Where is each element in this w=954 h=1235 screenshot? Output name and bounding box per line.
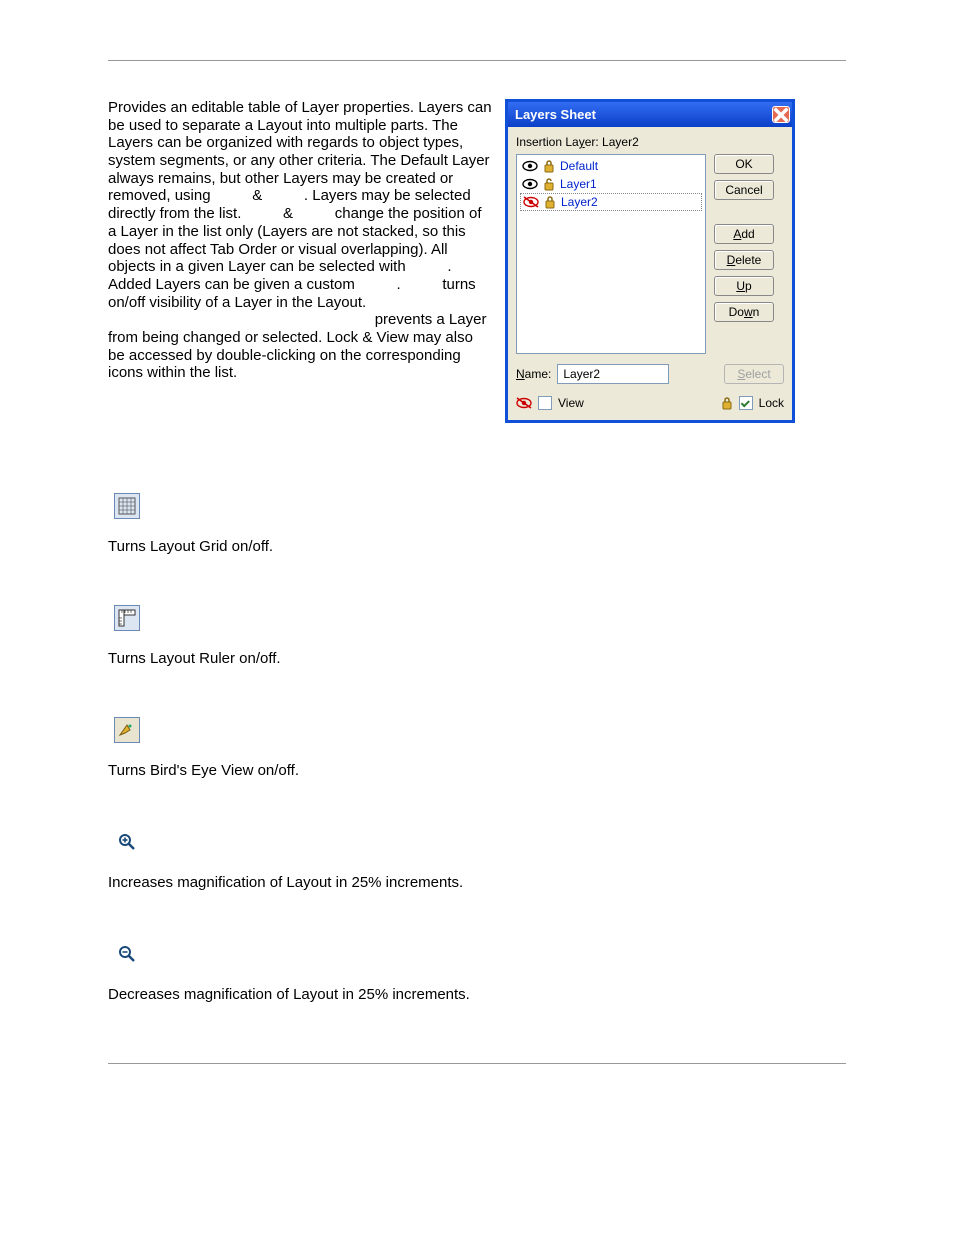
feature-zoomout: Decreases magnification of Layout in 25%… [108, 941, 846, 1003]
lock-label: Lock [759, 396, 784, 410]
view-rest: iew [566, 396, 584, 410]
layer-row[interactable]: Layer2 [520, 193, 702, 211]
birdseye-icon[interactable] [114, 717, 140, 743]
layer-name: Layer1 [560, 177, 597, 191]
grid-icon[interactable] [114, 493, 140, 519]
name-u: N [516, 367, 525, 381]
top-rule [108, 60, 846, 61]
name-label: Name: [516, 367, 551, 381]
intro-text: Provides an editable table of Layer prop… [108, 99, 493, 382]
del-rest: elete [735, 253, 761, 267]
grid-text: Turns Layout Grid on/off. [108, 538, 846, 555]
close-icon[interactable] [772, 106, 790, 123]
delete-button[interactable]: Delete [714, 250, 774, 270]
name-input[interactable] [557, 364, 669, 384]
view-u: V [558, 396, 566, 410]
lock-icon [721, 396, 733, 410]
up-button[interactable]: Up [714, 276, 774, 296]
eye-off-icon [523, 196, 539, 208]
down-post: n [753, 305, 760, 319]
cancel-button[interactable]: Cancel [714, 180, 774, 200]
ok-label: OK [735, 157, 752, 171]
ok-button[interactable]: OK [714, 154, 774, 174]
up-rest: p [745, 279, 752, 293]
eye-icon [522, 178, 538, 190]
ruler-icon[interactable] [114, 605, 140, 631]
down-u: w [744, 305, 753, 319]
birdseye-text: Turns Bird's Eye View on/off. [108, 762, 846, 779]
bottom-rule [108, 1063, 846, 1064]
down-button[interactable]: Down [714, 302, 774, 322]
eye-off-icon [516, 397, 532, 409]
ins-post: er: Layer2 [585, 135, 639, 149]
intro-para-2: prevents a Layer from being changed or s… [108, 311, 493, 382]
layer-row[interactable]: Default [520, 157, 702, 175]
down-pre: Do [729, 305, 744, 319]
intro-para-1: Provides an editable table of Layer prop… [108, 99, 493, 311]
unlock-icon [543, 177, 555, 191]
ruler-text: Turns Layout Ruler on/off. [108, 650, 846, 667]
ins-pre: Insertion La [516, 135, 579, 149]
name-rest: ame: [525, 367, 552, 381]
zoom-in-icon[interactable] [114, 829, 140, 855]
insertion-layer-label: Insertion Layer: Layer2 [516, 135, 784, 149]
sel-rest: elect [745, 367, 770, 381]
layer-row[interactable]: Layer1 [520, 175, 702, 193]
lock-icon [544, 195, 556, 209]
titlebar[interactable]: Layers Sheet [508, 102, 792, 127]
dialog-title: Layers Sheet [515, 107, 596, 122]
layer-name: Layer2 [561, 195, 598, 209]
add-rest: dd [741, 227, 754, 241]
add-button[interactable]: Add [714, 224, 774, 244]
lock-rest: ock [765, 396, 784, 410]
zoom-out-icon[interactable] [114, 941, 140, 967]
up-u: U [736, 279, 745, 293]
feature-birdseye: Turns Bird's Eye View on/off. [108, 717, 846, 779]
zoomin-text: Increases magnification of Layout in 25%… [108, 874, 846, 891]
layer-list[interactable]: Default Layer1 [516, 154, 706, 354]
select-button: Select [724, 364, 784, 384]
lock-icon [543, 159, 555, 173]
eye-icon [522, 160, 538, 172]
zoomout-text: Decreases magnification of Layout in 25%… [108, 986, 846, 1003]
cancel-label: Cancel [725, 183, 762, 197]
feature-grid: Turns Layout Grid on/off. [108, 493, 846, 555]
del-u: D [727, 253, 736, 267]
view-label: View [558, 396, 584, 410]
view-checkbox[interactable] [538, 396, 552, 410]
layers-sheet-dialog: Layers Sheet Insertion Layer: Layer2 [505, 99, 795, 423]
feature-ruler: Turns Layout Ruler on/off. [108, 605, 846, 667]
lock-checkbox[interactable] [739, 396, 753, 410]
feature-zoomin: Increases magnification of Layout in 25%… [108, 829, 846, 891]
layer-name: Default [560, 159, 598, 173]
